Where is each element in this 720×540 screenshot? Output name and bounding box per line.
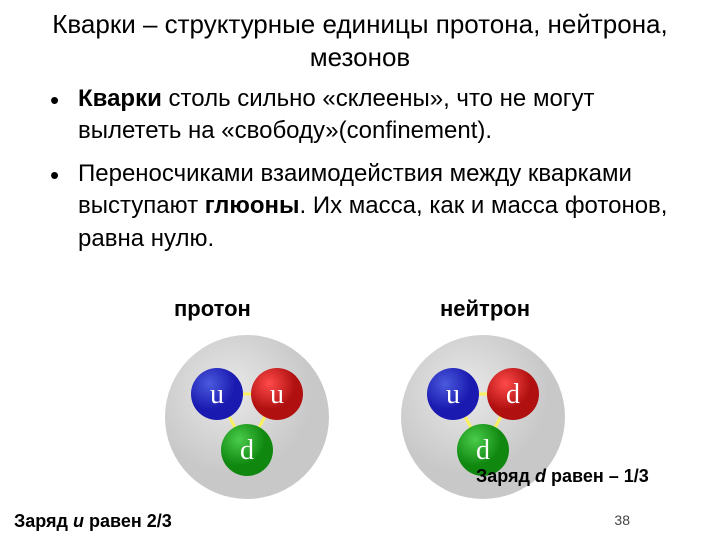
bullet-1: Кварки столь сильно «склеены», что не мо…: [50, 83, 690, 148]
svg-text:d: d: [476, 435, 490, 466]
neutron-label: нейтрон: [440, 296, 530, 322]
charge-d-text: Заряд d равен – 1/3: [476, 466, 649, 487]
bullet-2: Переносчиками взаимодействия между кварк…: [50, 158, 690, 255]
charge-u-text: Заряд u равен 2/3: [14, 511, 172, 532]
charge-u-post: равен 2/3: [84, 511, 172, 531]
svg-text:u: u: [446, 379, 460, 410]
bullet-2-bold: глюоны: [205, 192, 300, 219]
page-number: 38: [614, 512, 630, 528]
charge-u-pre: Заряд: [14, 511, 73, 531]
svg-text:d: d: [506, 379, 520, 410]
charge-d-post: равен – 1/3: [546, 466, 649, 486]
svg-text:u: u: [270, 379, 284, 410]
proton-svg: u ud: [162, 332, 332, 502]
proton-label: протон: [174, 296, 251, 322]
svg-text:u: u: [210, 379, 224, 410]
bullet-list: Кварки столь сильно «склеены», что не мо…: [0, 79, 720, 255]
charge-d-pre: Заряд: [476, 466, 535, 486]
bullet-1-bold: Кварки: [78, 85, 162, 112]
svg-text:d: d: [240, 435, 254, 466]
charge-d-sym: d: [535, 466, 546, 486]
proton-diagram: u ud: [162, 332, 332, 502]
charge-u-sym: u: [73, 511, 84, 531]
slide-title: Кварки – структурные единицы протона, не…: [0, 0, 720, 79]
